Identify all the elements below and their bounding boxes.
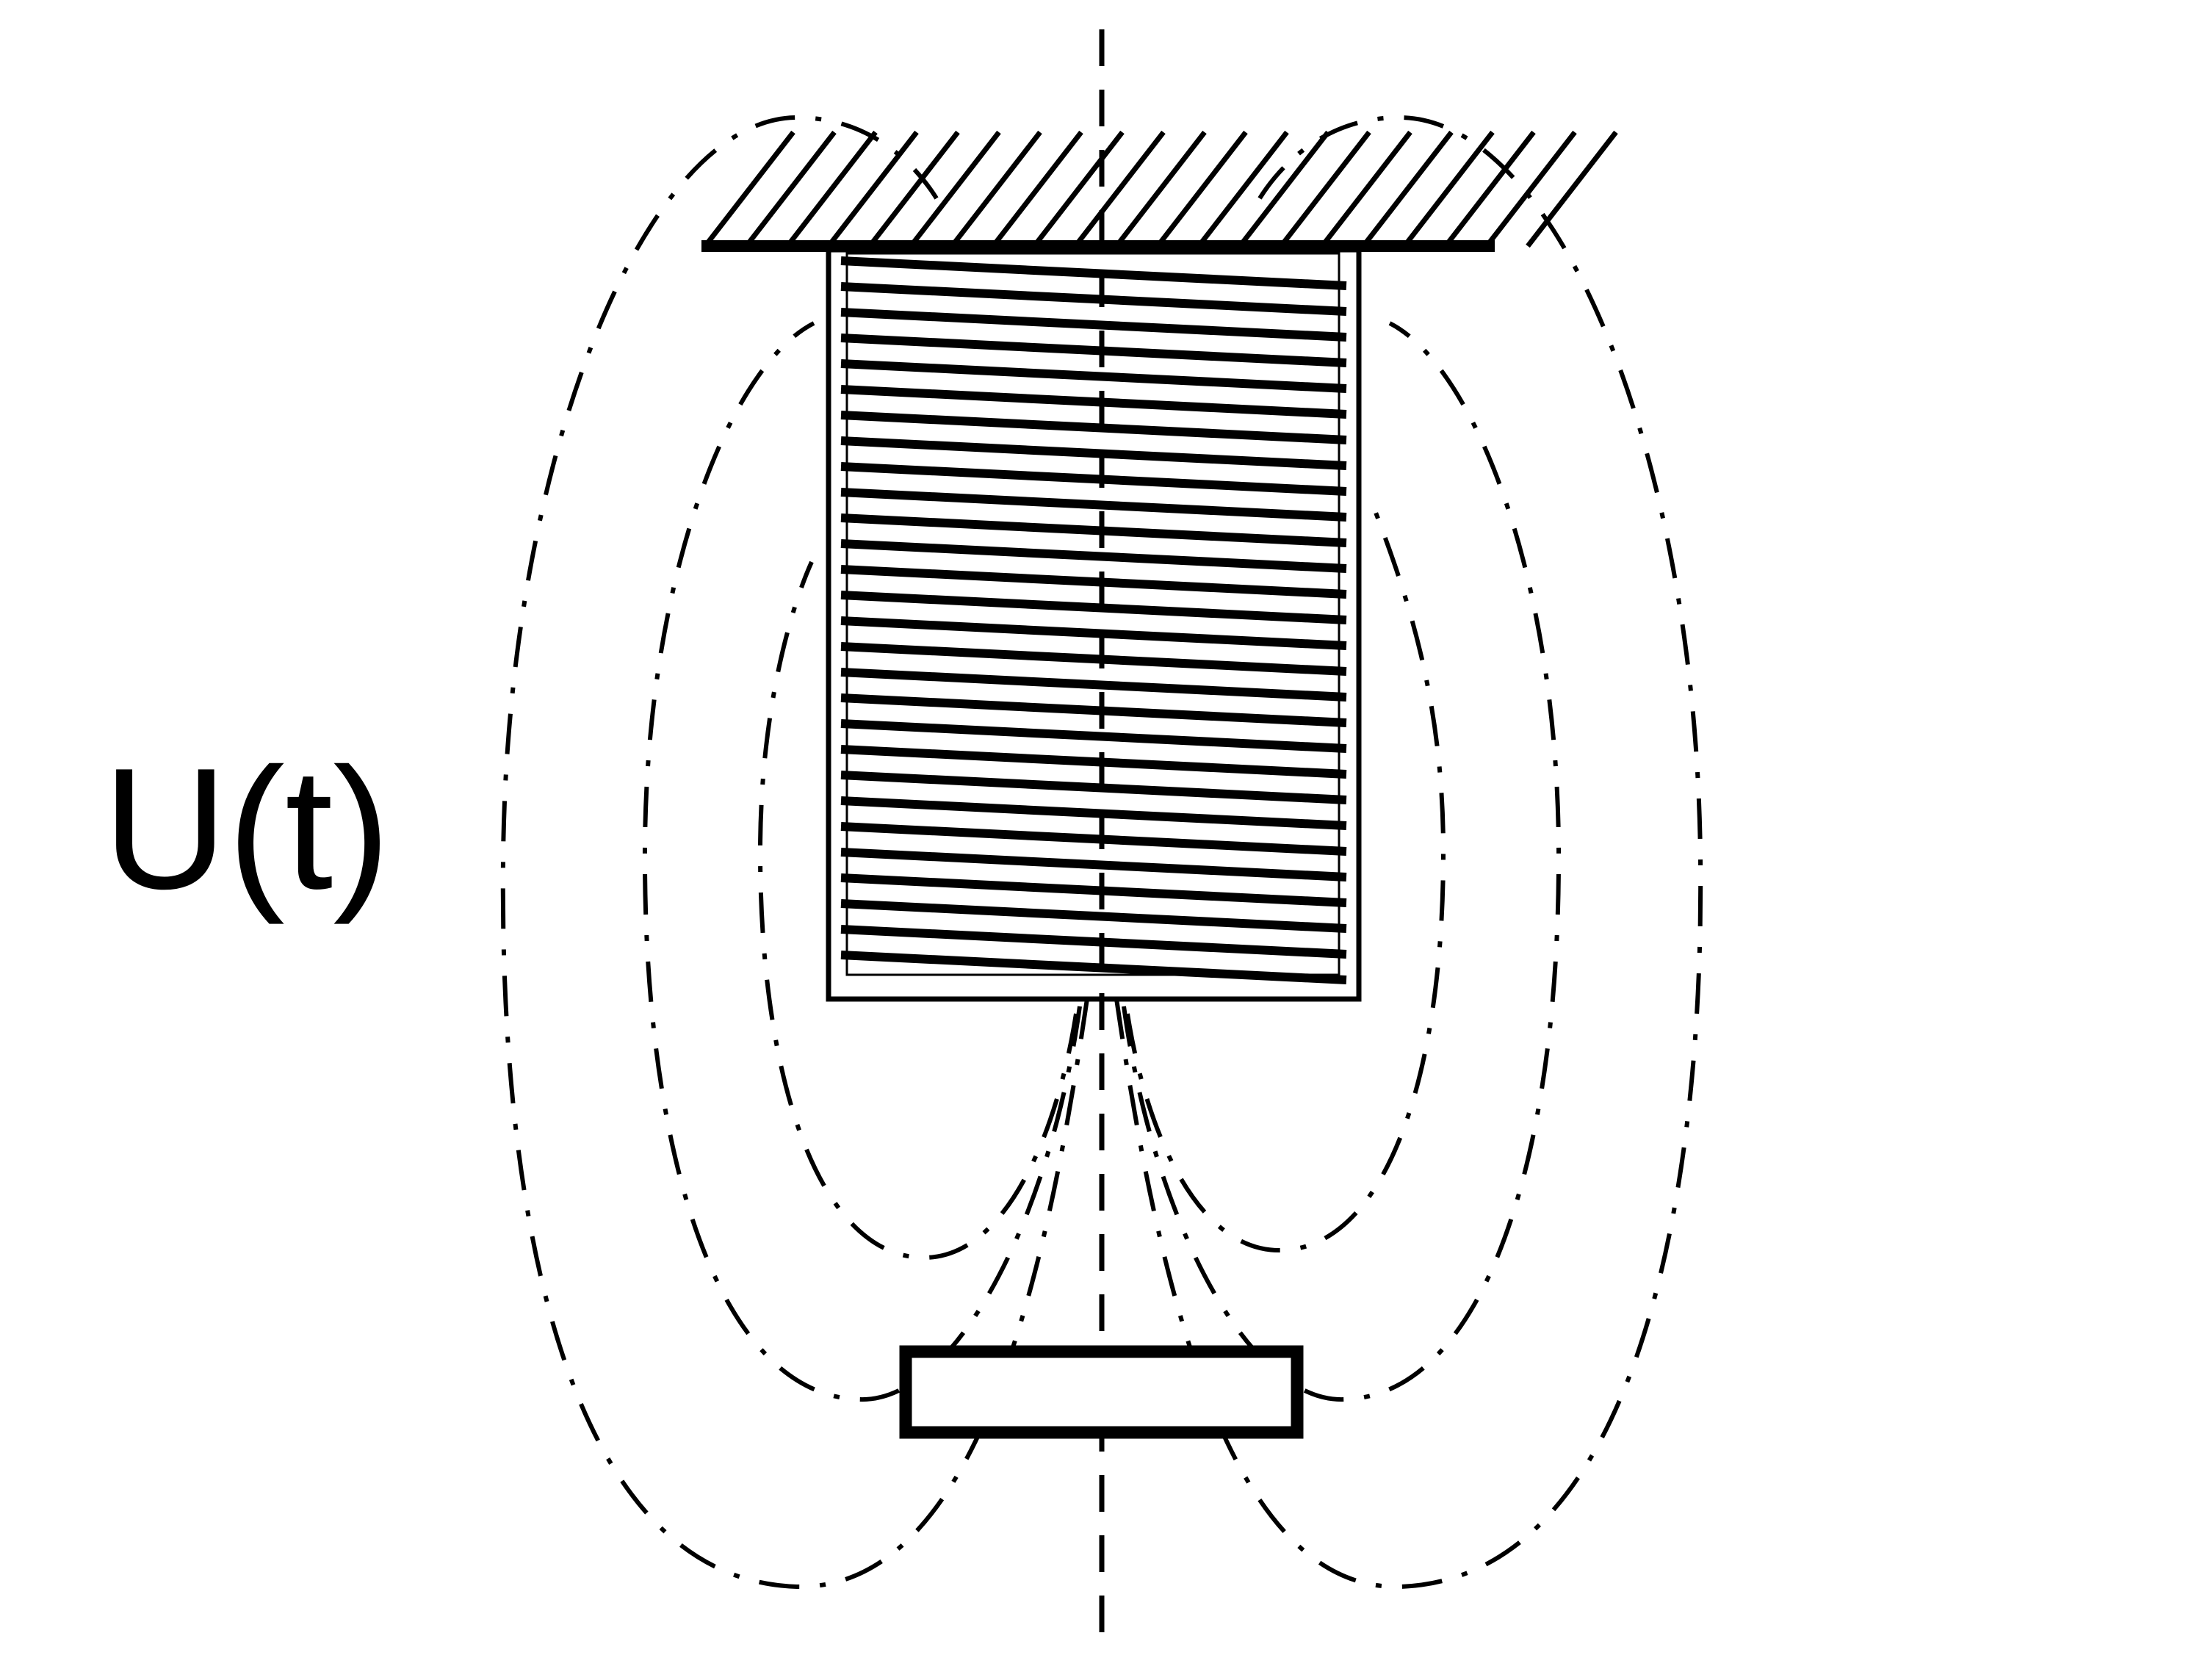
hatch-line bbox=[826, 130, 919, 248]
field-line bbox=[642, 321, 1082, 1402]
coil-housing bbox=[826, 247, 1362, 1002]
field-line bbox=[757, 560, 1078, 1261]
coil-winding bbox=[840, 513, 1347, 547]
hatch-line bbox=[1526, 130, 1618, 248]
coil-winding bbox=[840, 539, 1347, 573]
coil-winding bbox=[840, 359, 1347, 393]
coil-winding bbox=[840, 668, 1347, 702]
hatch-line bbox=[1361, 130, 1454, 248]
hatch-line bbox=[785, 130, 878, 248]
hatch-line bbox=[1402, 130, 1495, 248]
voltage-label: U(t) bbox=[103, 732, 391, 925]
armature bbox=[899, 1345, 1304, 1439]
field-line bbox=[1114, 115, 1703, 1590]
coil-winding bbox=[840, 436, 1347, 470]
magnetic-field-lines bbox=[500, 115, 1703, 1590]
hatch-line bbox=[1032, 130, 1125, 248]
coil-winding bbox=[840, 488, 1347, 522]
coil-winding bbox=[840, 719, 1347, 753]
coil-winding bbox=[840, 591, 1347, 624]
hatch-line bbox=[1073, 130, 1166, 248]
field-line bbox=[1122, 321, 1562, 1402]
coil-winding bbox=[840, 745, 1347, 779]
coil-winding bbox=[840, 796, 1347, 830]
coil-winding bbox=[840, 873, 1347, 907]
hatch-line bbox=[1484, 130, 1577, 248]
hatch-line bbox=[991, 130, 1083, 248]
coil-winding bbox=[840, 822, 1347, 856]
coil-winding bbox=[840, 334, 1347, 367]
coil-winding bbox=[840, 308, 1347, 342]
coil-winding bbox=[840, 642, 1347, 676]
coil-winding bbox=[840, 385, 1347, 419]
hatch-line bbox=[1320, 130, 1412, 248]
hatch-line bbox=[703, 130, 795, 248]
hatch-line bbox=[950, 130, 1042, 248]
coil-windings bbox=[840, 256, 1347, 984]
hatch-line bbox=[1197, 130, 1289, 248]
coil-winding bbox=[840, 411, 1347, 444]
coil-winding bbox=[840, 899, 1347, 933]
hatch-line bbox=[1155, 130, 1248, 248]
coil-winding bbox=[840, 565, 1347, 599]
hatch-line bbox=[1238, 130, 1330, 248]
coil-winding bbox=[840, 771, 1347, 804]
coil bbox=[826, 247, 1362, 1002]
hatch-line bbox=[1443, 130, 1536, 248]
field-line bbox=[500, 115, 1089, 1590]
hatch-line bbox=[1279, 130, 1371, 248]
hatch-line bbox=[867, 130, 960, 248]
coil-core bbox=[845, 252, 1340, 976]
coil-winding bbox=[840, 951, 1347, 984]
coil-winding bbox=[840, 848, 1347, 882]
coil-winding bbox=[840, 256, 1347, 290]
hatch-line bbox=[1114, 130, 1207, 248]
coil-winding bbox=[840, 925, 1347, 959]
field-line bbox=[1125, 505, 1446, 1253]
hatch-line bbox=[744, 130, 837, 248]
coil-winding bbox=[840, 693, 1347, 727]
coil-winding bbox=[840, 282, 1347, 316]
hatch-line bbox=[909, 130, 1001, 248]
mounting-surface-hatching bbox=[703, 130, 1618, 248]
coil-winding bbox=[840, 462, 1347, 496]
coil-winding bbox=[840, 616, 1347, 650]
